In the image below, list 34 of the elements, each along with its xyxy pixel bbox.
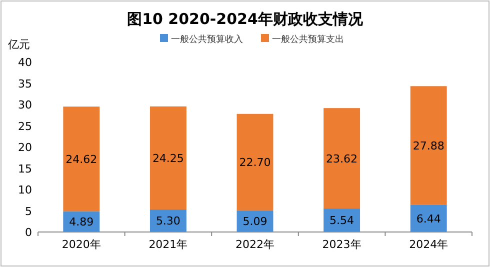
x-tick-label: 2021年 [148,238,188,251]
x-tick-label: 2022年 [236,238,274,251]
bar [324,108,360,208]
data-label: 23.62 [326,152,358,166]
data-label: 4.89 [69,216,94,229]
legend-label: 一般公共预算支出 [272,34,344,45]
data-label: 6.44 [416,212,441,226]
bar [150,106,186,210]
y-tick-label: 40 [18,56,32,69]
data-label: 5.54 [330,214,354,228]
bar [236,114,274,210]
x-tick-label: 2024年 [409,238,448,251]
y-tick-label: 15 [18,162,32,176]
x-tick-label: 2020年 [62,238,101,251]
x-tick-label: 2023年 [322,238,362,251]
y-axis-title: 亿元 [7,38,30,51]
legend-label: 一般公共预算收入 [171,34,243,45]
y-tick-label: 5 [25,204,32,218]
bar [410,204,447,232]
data-label: 27.88 [412,139,444,152]
bar [63,106,100,212]
data-label: 5.09 [242,215,268,228]
data-label: 22.70 [239,156,271,170]
data-label: 5.30 [156,214,180,228]
y-tick-label: 25 [18,120,32,133]
data-label: 24.62 [66,152,98,166]
y-tick-label: 20 [18,141,32,154]
y-tick-label: 35 [18,77,32,90]
y-tick-label: 0 [25,226,32,239]
data-label: 24.25 [152,152,184,165]
chart-title: 图10 2020-2024年财政收支情况 [127,10,364,28]
y-tick-label: 30 [18,98,32,112]
bar [410,86,447,205]
y-tick-label: 10 [18,184,32,196]
